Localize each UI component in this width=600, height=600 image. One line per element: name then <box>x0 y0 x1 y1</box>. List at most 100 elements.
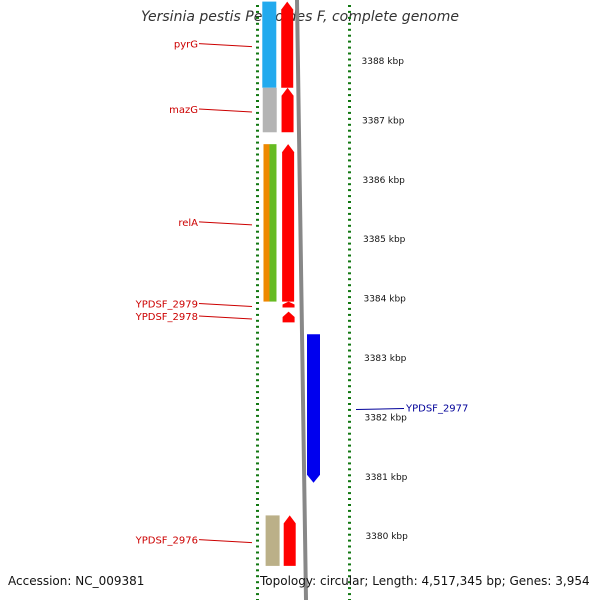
outer-tick <box>348 46 351 49</box>
label-leader-YPDSF_2976 <box>198 539 253 544</box>
outer-tick <box>348 515 351 518</box>
outer-tick <box>348 533 351 536</box>
outer-tick <box>348 147 351 150</box>
tick-label: 3384 kbp <box>363 295 406 305</box>
outer-tick <box>348 563 351 566</box>
outer-tick <box>348 5 351 7</box>
inner-tick <box>256 201 259 203</box>
inner-tick <box>256 111 259 114</box>
inner-tick <box>256 224 259 227</box>
tick-label: 3382 kbp <box>364 413 407 423</box>
inner-tick <box>256 492 259 495</box>
outer-tick <box>348 468 351 471</box>
label-leader-relA <box>198 221 253 226</box>
outer-tick <box>348 355 351 358</box>
inner-tick <box>256 82 259 85</box>
outer-tick <box>348 480 351 483</box>
inner-tick <box>256 498 259 500</box>
outer-tick <box>348 486 351 489</box>
outer-tick <box>348 581 351 584</box>
inner-tick <box>256 290 259 293</box>
gene-arrow-YPDSF_2979 <box>282 301 295 308</box>
tick-label: 3381 kbp <box>365 473 408 483</box>
outer-tick <box>348 135 351 138</box>
inner-tick <box>256 504 259 506</box>
outer-tick <box>348 492 351 495</box>
inner-tick <box>256 10 259 13</box>
inner-tick <box>256 438 259 441</box>
inner-tick <box>256 278 259 281</box>
cog-bar-pyrG <box>262 1 277 88</box>
inner-tick <box>256 94 259 97</box>
outer-tick <box>348 242 351 245</box>
gene-label-YPDSF_2977: YPDSF_2977 <box>405 403 468 414</box>
outer-tick <box>348 373 351 376</box>
inner-tick <box>256 272 259 275</box>
inner-tick <box>256 58 259 61</box>
inner-tick <box>256 106 259 108</box>
inner-tick <box>256 355 259 358</box>
inner-tick <box>256 361 259 364</box>
inner-tick <box>256 462 259 465</box>
outer-tick <box>348 165 351 168</box>
inner-tick <box>256 480 259 483</box>
inner-tick <box>256 587 259 590</box>
outer-tick <box>348 284 351 287</box>
outer-tick <box>348 569 351 572</box>
outer-tick <box>348 22 351 25</box>
outer-tick <box>348 456 351 459</box>
outer-tick <box>348 183 351 186</box>
inner-tick <box>256 22 259 25</box>
outer-tick <box>348 349 351 352</box>
tick-label: 3385 kbp <box>363 235 406 245</box>
outer-tick <box>348 248 351 251</box>
inner-tick <box>256 16 259 19</box>
inner-tick <box>256 260 259 263</box>
outer-tick <box>348 527 351 530</box>
inner-tick <box>256 189 259 192</box>
outer-tick <box>348 272 351 275</box>
outer-tick <box>348 331 351 334</box>
gene-arrow-YPDSF_2977 <box>307 334 320 483</box>
outer-tick <box>348 230 351 233</box>
inner-tick <box>256 456 259 459</box>
outer-tick <box>348 212 351 215</box>
outer-tick <box>348 52 351 55</box>
outer-tick <box>348 10 351 13</box>
inner-tick <box>256 575 259 578</box>
outer-tick <box>348 40 351 43</box>
outer-tick <box>348 420 351 423</box>
outer-tick <box>348 123 351 126</box>
outer-tick <box>348 403 351 405</box>
inner-tick <box>256 159 259 162</box>
outer-tick <box>348 296 351 299</box>
outer-tick <box>348 117 351 120</box>
outer-tick <box>348 593 351 596</box>
outer-tick <box>348 159 351 162</box>
inner-tick <box>256 337 259 340</box>
inner-tick <box>256 64 259 67</box>
inner-tick <box>256 147 259 150</box>
inner-tick <box>256 100 259 102</box>
inner-tick <box>256 444 259 447</box>
outer-tick <box>348 28 351 31</box>
gene-label-relA: relA <box>178 218 198 229</box>
inner-tick <box>256 296 259 299</box>
outer-tick <box>348 438 351 441</box>
outer-tick <box>348 509 351 512</box>
gene-arrow-YPDSF_2976 <box>283 515 296 566</box>
gene-arrow-YPDSF_2978 <box>282 311 295 323</box>
outer-tick <box>348 254 351 257</box>
inner-tick <box>256 153 259 156</box>
outer-tick <box>348 129 351 132</box>
gene-arrow-mazG <box>281 87 294 133</box>
outer-tick <box>348 195 351 198</box>
outer-tick <box>348 64 351 67</box>
inner-tick <box>256 313 259 316</box>
inner-tick <box>256 509 259 512</box>
gene-label-YPDSF_2979: YPDSF_2979 <box>135 300 198 311</box>
inner-tick <box>256 331 259 334</box>
outer-tick <box>348 236 351 239</box>
outer-tick <box>348 16 351 19</box>
outer-tick <box>348 207 351 209</box>
